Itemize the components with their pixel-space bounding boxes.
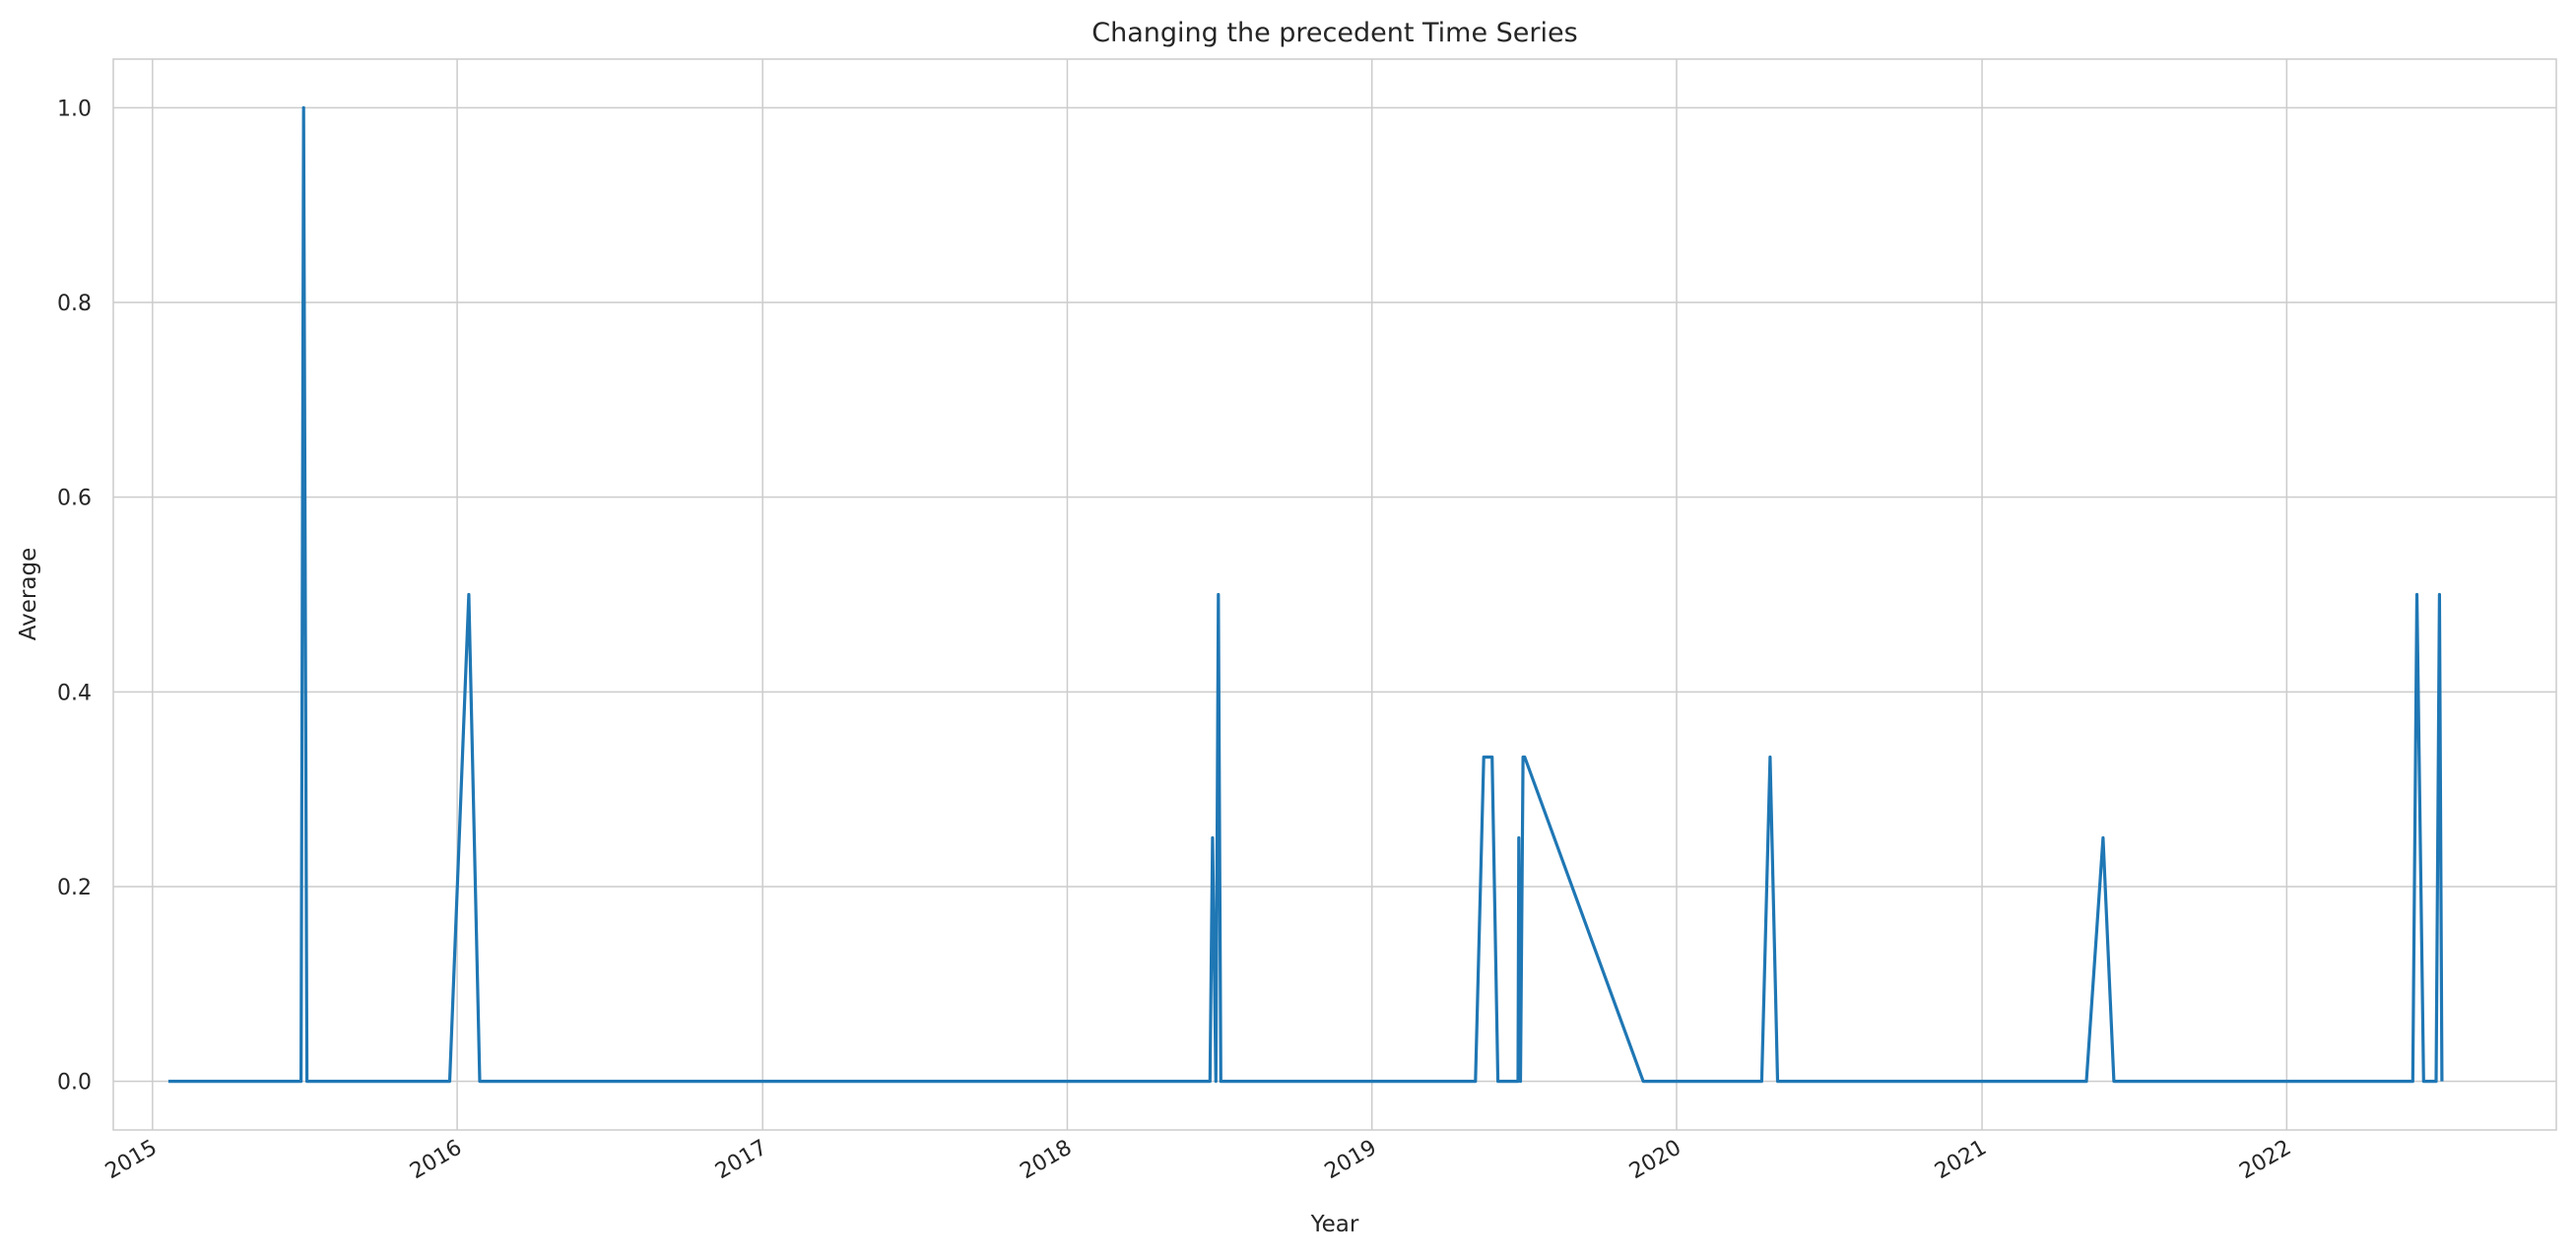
chart-title: Changing the precedent Time Series: [1091, 18, 1577, 48]
y-tick-label: 0.6: [57, 487, 92, 511]
y-tick-label: 0.2: [57, 876, 92, 900]
series-layer: [167, 105, 2444, 1084]
y-tick-label: 0.0: [57, 1071, 92, 1095]
y-tick-label: 1.0: [57, 97, 92, 121]
grid-lines: [113, 59, 2556, 1130]
series-line: [167, 105, 2444, 1084]
plot-area: [112, 58, 2557, 1131]
y-tick-label: 0.8: [57, 292, 92, 316]
y-axis-label: Average: [16, 548, 41, 640]
x-axis-label: Year: [1310, 1212, 1359, 1237]
y-tick-label: 0.4: [57, 681, 92, 705]
